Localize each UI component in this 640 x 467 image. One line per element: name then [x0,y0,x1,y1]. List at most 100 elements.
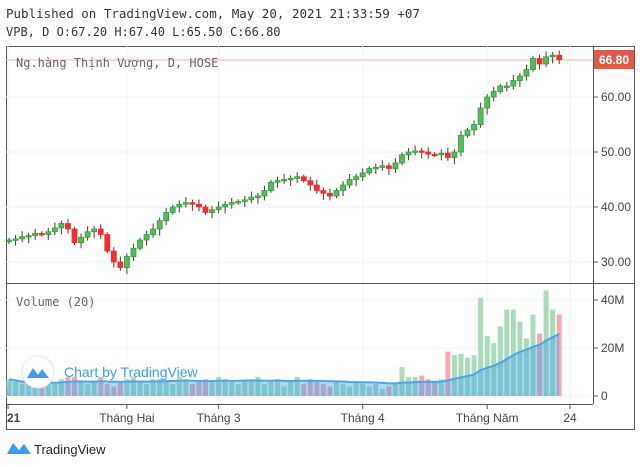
candle [431,153,438,157]
volume-bar [314,381,320,396]
volume-bar [209,381,215,396]
candle [477,107,484,125]
volume-bar [392,384,398,396]
volume-bar [275,379,281,396]
candle [65,223,71,230]
volume-bar [353,381,359,396]
watermark[interactable]: Chart by TradingView [21,355,198,389]
candle [58,223,65,229]
volume-bar [360,384,366,396]
footer-logo-text: TradingView [34,442,106,457]
volume-bar [157,379,163,396]
volume-bar [399,367,405,396]
volume-bar [484,336,490,396]
candle [379,165,386,168]
cloud-chart-icon [27,368,49,378]
candle [530,58,536,70]
candle [45,231,52,235]
volume-bar [517,321,523,396]
candle [536,58,543,65]
volume-bar [58,379,64,396]
candle [12,238,19,241]
volume-bar [445,351,451,396]
candle [248,196,255,201]
candle [130,247,137,257]
candle [274,180,281,183]
candle [254,195,261,198]
volume-legend: Volume (20) [16,295,95,309]
candle [320,190,327,194]
candle [340,184,346,191]
axes: 60.00 50.00 40.00 30.00 40M 20M 0 21 Tháng Hai Th… [7,90,631,425]
candle [261,190,268,197]
watermark-text: Chart by TradingView [64,364,198,380]
candle [84,231,91,238]
volume-bar [203,379,208,396]
time-tick-label: Tháng 3 [197,411,241,425]
candle [294,176,301,179]
volume-bar [379,388,385,396]
volume-bar [144,384,150,396]
candle [189,202,196,205]
candle [32,232,39,236]
candle [215,206,222,211]
volume-bar [104,384,110,396]
candle [124,256,130,268]
candle [300,176,307,181]
volume-bar [216,376,222,396]
volume-bar [406,376,412,396]
volume-bar [78,381,84,396]
candle [150,228,157,235]
candle [287,177,294,181]
volume-bar [268,381,274,396]
candle [222,203,229,208]
volume-bar [543,290,549,396]
volume-bar [347,386,353,396]
candle [143,234,150,241]
candle [209,209,215,213]
candle [385,165,392,169]
candle [399,154,405,164]
volume-bar [85,384,91,396]
candle [228,202,235,205]
candle [418,150,425,153]
candle [97,228,104,235]
candle [490,91,497,98]
time-tick-label: Tháng Năm [456,411,519,425]
volume-bar [261,384,267,396]
volume-bar [425,379,431,396]
volume-bar [301,384,307,396]
volume-bar [478,297,484,396]
volume-bar [222,379,228,396]
candle [372,166,379,170]
candle [523,69,530,77]
volume-bar [32,384,38,396]
candle [51,227,58,233]
volume-bar [130,376,136,396]
candle [163,212,170,222]
chart-frame [6,46,635,430]
candle [169,206,176,213]
candle [241,199,248,202]
candle [313,184,320,191]
volume-bar [19,384,25,396]
candle [268,181,274,191]
candle [71,228,78,244]
candle [543,56,549,65]
candle [110,250,117,263]
candle [405,151,412,156]
candle [104,234,111,252]
volume-bar [294,376,300,396]
volume-bar [137,381,143,396]
last-price-badge [594,50,634,69]
volume-bar [176,376,182,396]
candle [327,192,333,197]
volume-bar [307,379,313,396]
volume-bar [39,386,45,396]
candle [353,176,360,180]
volume-bar [504,309,510,396]
footer-logo[interactable]: TradingView [7,442,106,457]
time-tick-label: 21 [7,411,21,425]
volume-tick-label: 40M [601,293,624,307]
